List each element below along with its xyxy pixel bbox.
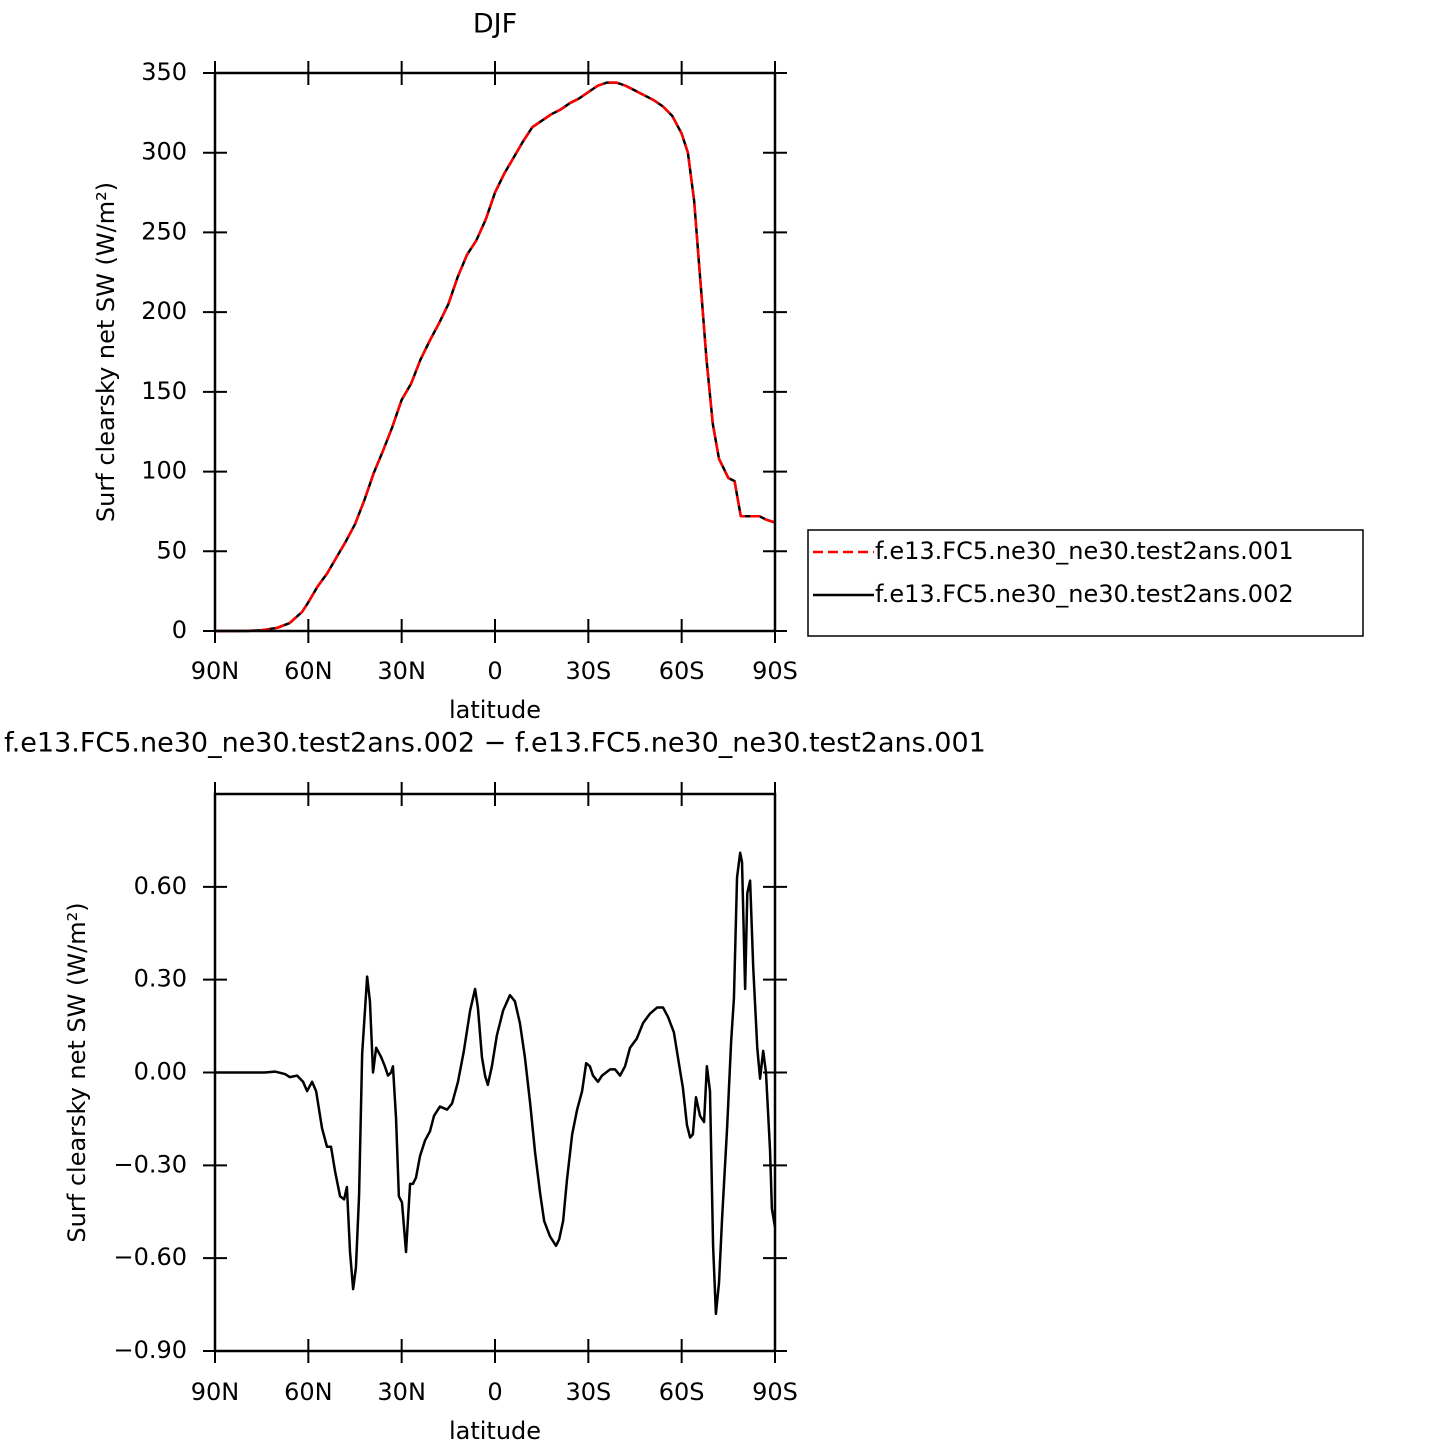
y-tick-label: 150 [141, 377, 187, 405]
y-tick-label: −0.60 [113, 1243, 187, 1271]
y-tick-label: 0.00 [134, 1058, 187, 1086]
x-tick-label: 90S [752, 657, 798, 685]
y-tick-label: 0 [172, 616, 187, 644]
x-tick-label: 0 [487, 1378, 502, 1406]
y-tick-label: 300 [141, 138, 187, 166]
y-tick-label: 0.30 [134, 965, 187, 993]
x-tick-label: 90N [191, 1378, 240, 1406]
y-tick-label: 0.60 [134, 872, 187, 900]
legend-label: f.e13.FC5.ne30_ne30.test2ans.002 [875, 580, 1294, 608]
legend-box [807, 529, 1364, 637]
plot-frame [213, 71, 777, 633]
x-tick-label: 60S [659, 1378, 705, 1406]
x-tick-label: 30S [565, 657, 611, 685]
data-line [215, 81, 776, 633]
x-axis-label: latitude [449, 1417, 541, 1445]
plot-frame [213, 792, 777, 1353]
x-tick-label: 30N [377, 657, 426, 685]
y-tick-label: 50 [156, 536, 187, 564]
chart-title: DJF [473, 9, 517, 40]
data-line [215, 851, 777, 1316]
x-axis-label: latitude [449, 696, 541, 724]
y-tick-label: 250 [141, 217, 187, 245]
x-tick-label: 30S [565, 1378, 611, 1406]
y-tick-label: −0.30 [113, 1150, 187, 1178]
data-line [215, 81, 776, 633]
x-tick-label: 90N [191, 657, 240, 685]
y-tick-label: −0.90 [113, 1336, 187, 1364]
y-tick-label: 100 [141, 457, 187, 485]
chart-title: f.e13.FC5.ne30_ne30.test2ans.002 − f.e13… [4, 728, 986, 759]
x-tick-label: 60N [284, 1378, 333, 1406]
x-tick-label: 60S [659, 657, 705, 685]
y-tick-label: 200 [141, 297, 187, 325]
y-axis-label: Surf clearsky net SW (W/m²) [92, 182, 120, 522]
legend-label: f.e13.FC5.ne30_ne30.test2ans.001 [875, 537, 1294, 565]
x-tick-label: 30N [377, 1378, 426, 1406]
x-tick-label: 0 [487, 657, 502, 685]
y-tick-label: 350 [141, 58, 187, 86]
x-tick-label: 60N [284, 657, 333, 685]
x-tick-label: 90S [752, 1378, 798, 1406]
y-axis-label: Surf clearsky net SW (W/m²) [63, 902, 91, 1242]
